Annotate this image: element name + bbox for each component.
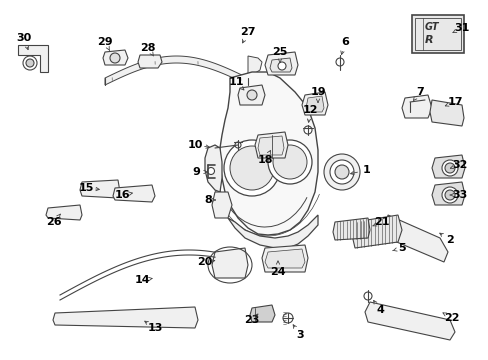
Circle shape [441,160,457,176]
Polygon shape [332,218,369,240]
Circle shape [272,145,306,179]
Polygon shape [364,302,454,340]
Circle shape [235,142,241,148]
Circle shape [444,163,454,173]
Text: 19: 19 [309,87,325,97]
Text: 31: 31 [453,23,469,33]
Circle shape [329,160,353,184]
Text: 22: 22 [443,313,459,323]
Text: 16: 16 [114,190,129,200]
Text: 3: 3 [296,330,303,340]
Polygon shape [384,215,447,262]
Polygon shape [302,92,327,115]
Polygon shape [212,248,247,278]
Polygon shape [269,58,291,72]
Text: 7: 7 [415,87,423,97]
Text: 17: 17 [447,97,462,107]
Polygon shape [429,100,463,126]
Text: 9: 9 [192,167,200,177]
Text: 4: 4 [375,305,383,315]
Polygon shape [431,182,464,205]
Polygon shape [351,215,401,248]
Polygon shape [105,56,247,85]
Polygon shape [262,245,307,272]
Circle shape [246,90,257,100]
Circle shape [207,167,214,175]
Polygon shape [254,132,287,158]
Polygon shape [258,136,284,155]
Text: 27: 27 [240,27,255,37]
Polygon shape [238,85,264,105]
Text: 6: 6 [340,37,348,47]
Polygon shape [46,205,82,220]
Text: 28: 28 [140,43,156,53]
Text: GT: GT [424,22,439,32]
Circle shape [283,313,292,323]
Circle shape [444,190,454,200]
Polygon shape [305,96,324,112]
Polygon shape [264,249,305,268]
Circle shape [363,292,371,300]
Text: 13: 13 [147,323,163,333]
Circle shape [441,187,457,203]
Polygon shape [204,145,222,192]
Polygon shape [113,185,155,202]
Text: 26: 26 [46,217,61,227]
Text: 8: 8 [203,195,211,205]
Circle shape [26,59,34,67]
Circle shape [334,165,348,179]
Polygon shape [138,55,162,68]
Circle shape [224,140,280,196]
Circle shape [267,140,311,184]
Text: 1: 1 [363,165,370,175]
Polygon shape [53,307,198,328]
Bar [414,18,460,50]
Text: 25: 25 [272,47,287,57]
Text: 15: 15 [78,183,94,193]
Polygon shape [249,305,274,322]
Polygon shape [401,95,431,118]
Text: R: R [424,35,433,45]
Bar [411,15,463,53]
Text: 21: 21 [373,217,389,227]
Polygon shape [103,50,128,65]
Text: 23: 23 [244,315,259,325]
Polygon shape [18,45,48,72]
Circle shape [304,126,311,134]
Circle shape [110,53,120,63]
Polygon shape [227,215,317,248]
Text: 20: 20 [197,257,212,267]
Circle shape [335,58,343,66]
Text: 11: 11 [228,77,243,87]
Circle shape [229,146,273,190]
Polygon shape [212,192,231,218]
Text: 2: 2 [445,235,453,245]
Text: 29: 29 [97,37,113,47]
Text: 33: 33 [451,190,467,200]
Text: 10: 10 [187,140,202,150]
Text: 14: 14 [134,275,149,285]
Text: 18: 18 [257,155,272,165]
Circle shape [324,154,359,190]
Text: 24: 24 [270,267,285,277]
Polygon shape [264,52,297,75]
Text: 12: 12 [302,105,317,115]
Polygon shape [220,72,317,235]
Circle shape [278,62,285,70]
Text: 32: 32 [451,160,467,170]
Text: 5: 5 [397,243,405,253]
Polygon shape [431,155,464,178]
Polygon shape [80,180,120,198]
Polygon shape [247,56,262,78]
Text: 30: 30 [16,33,32,43]
Circle shape [23,56,37,70]
